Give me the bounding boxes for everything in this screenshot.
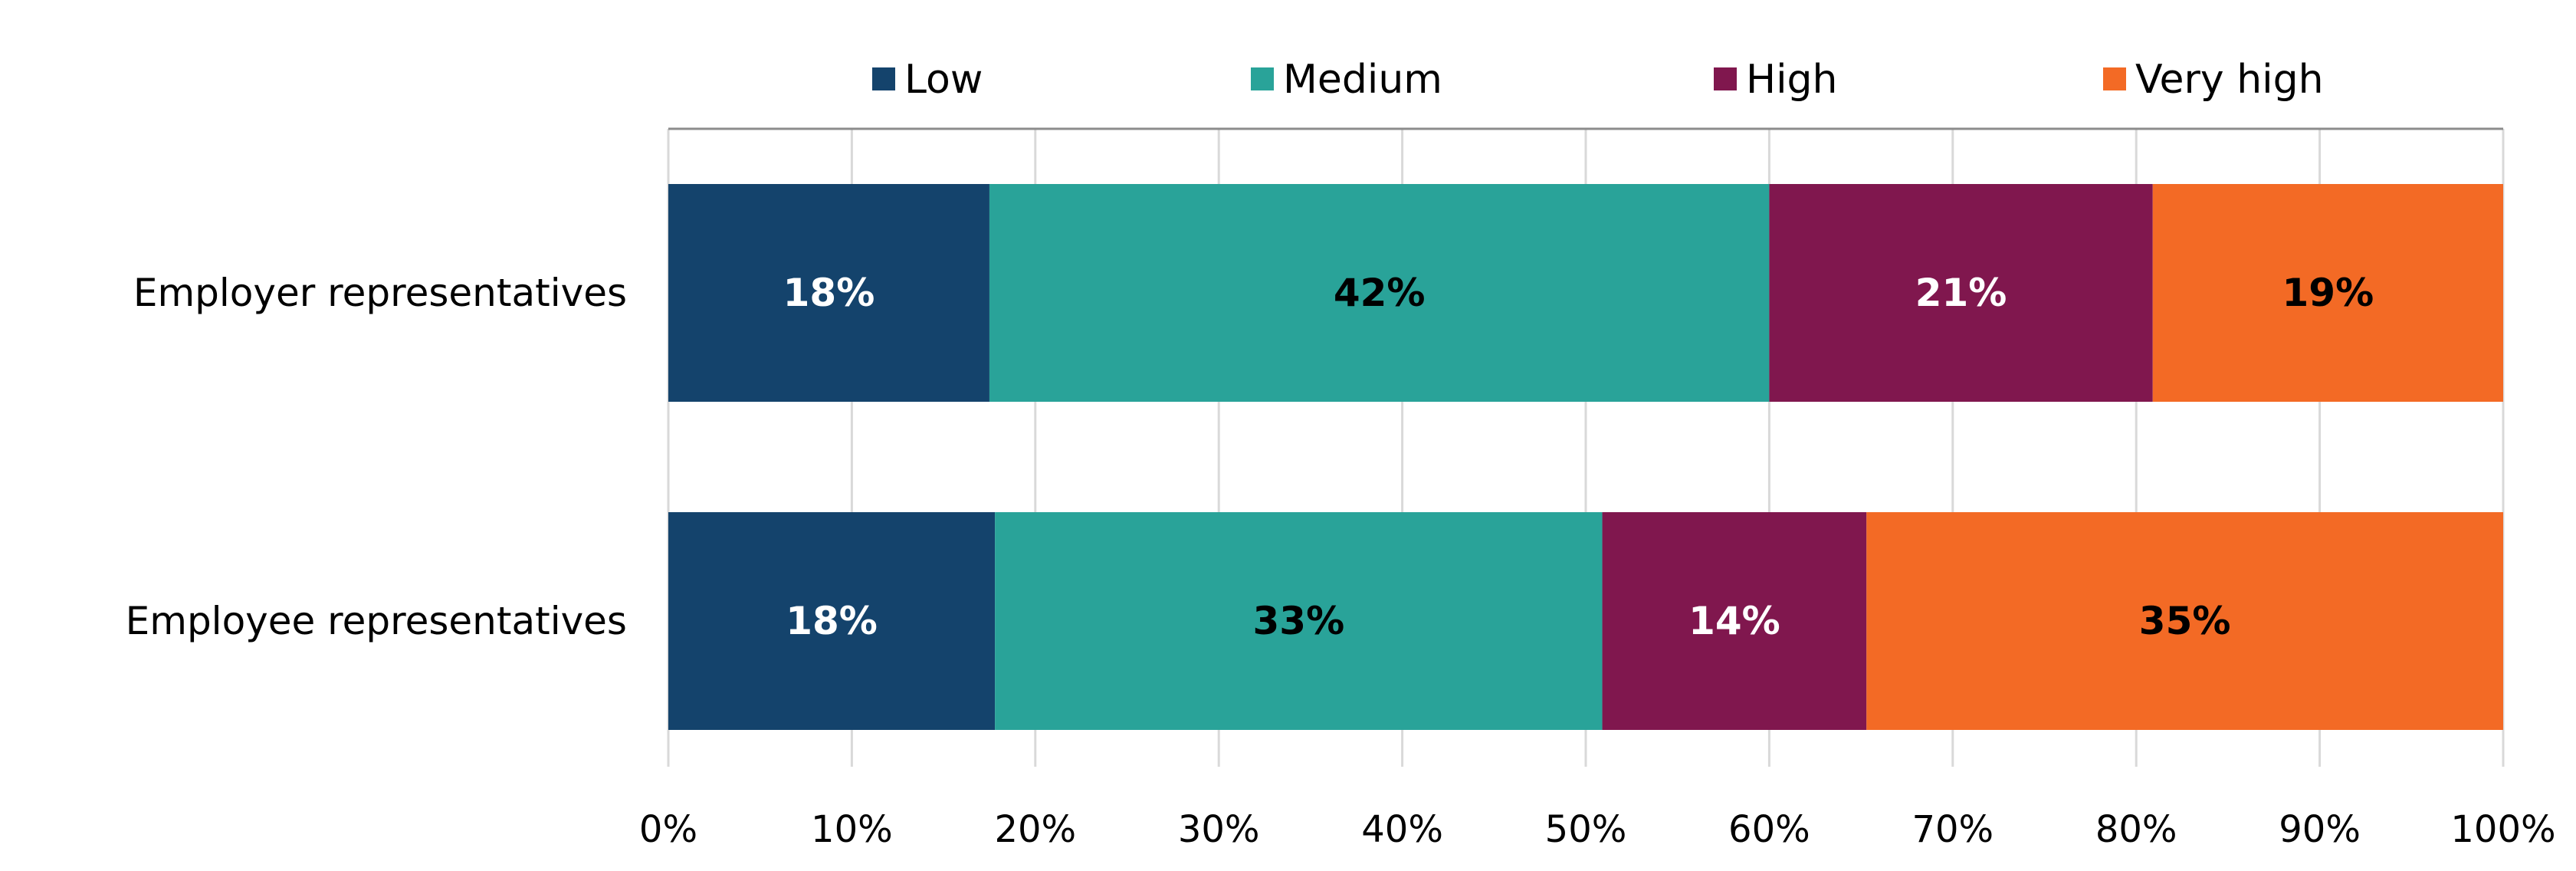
x-tick-label: 20% xyxy=(994,808,1076,851)
data-label: 42% xyxy=(1334,271,1426,315)
category-label: Employer representatives xyxy=(133,271,627,315)
data-label: 33% xyxy=(1252,599,1344,643)
legend-label: Low xyxy=(904,57,983,103)
legend-label: Medium xyxy=(1283,57,1442,103)
bar-high-1 xyxy=(1769,184,2153,402)
legend: Low Medium High Very high xyxy=(872,57,2324,103)
bars xyxy=(668,184,2503,730)
bar-medium-1 xyxy=(989,184,1770,402)
bar-very-high-1 xyxy=(2152,184,2503,402)
category-label: Employee representatives xyxy=(126,599,627,643)
category-labels: Employer representatives Employee represe… xyxy=(126,271,627,643)
x-tick-label: 0% xyxy=(639,808,697,851)
bar-low-1 xyxy=(668,184,989,402)
legend-label: Very high xyxy=(2135,57,2324,103)
x-tick-label: 100% xyxy=(2450,808,2555,851)
legend-swatch-low xyxy=(872,67,895,90)
x-tick-label: 50% xyxy=(1545,808,1627,851)
legend-label: High xyxy=(1746,57,1838,103)
legend-swatch-medium xyxy=(1251,67,1274,90)
bar-low-2 xyxy=(668,512,996,730)
x-tick-label: 70% xyxy=(1911,808,1994,851)
data-label: 18% xyxy=(783,271,875,315)
data-label: 19% xyxy=(2282,271,2374,315)
data-label: 35% xyxy=(2139,599,2231,643)
bar-medium-2 xyxy=(995,512,1603,730)
data-label: 21% xyxy=(1915,271,2007,315)
bar-high-2 xyxy=(1602,512,1867,730)
x-tick-label: 90% xyxy=(2279,808,2361,851)
legend-swatch-high xyxy=(1714,67,1737,90)
x-tick-label: 40% xyxy=(1361,808,1443,851)
x-tick-labels: 0% 10% 20% 30% 40% 50% 60% 70% 80% 90% 100% xyxy=(639,808,2556,851)
data-labels: 18% 42% 21% 19% 18% 33% 14% 35% xyxy=(783,271,2374,643)
x-tick-label: 30% xyxy=(1178,808,1260,851)
legend-swatch-very-high xyxy=(2103,67,2126,90)
x-tick-label: 10% xyxy=(811,808,893,851)
bar-very-high-2 xyxy=(1866,512,2503,730)
x-tick-label: 60% xyxy=(1728,808,1810,851)
x-tick-label: 80% xyxy=(2095,808,2177,851)
data-label: 18% xyxy=(786,599,878,643)
data-label: 14% xyxy=(1688,599,1780,643)
